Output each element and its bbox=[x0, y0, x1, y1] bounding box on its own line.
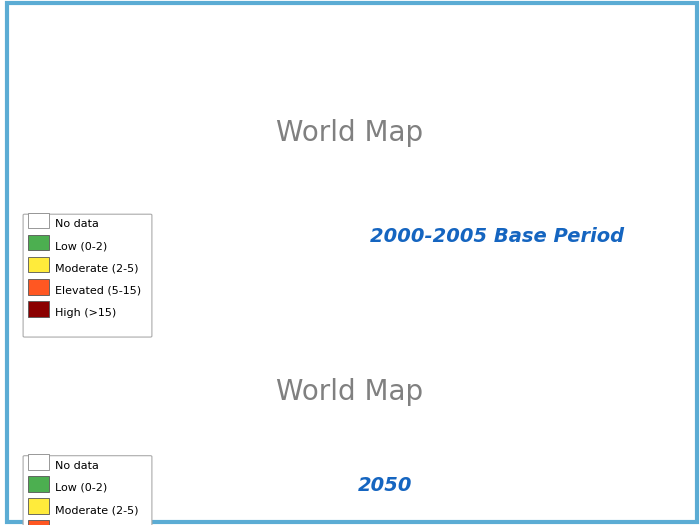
Text: 2000-2005 Base Period: 2000-2005 Base Period bbox=[370, 226, 624, 246]
Text: World Map: World Map bbox=[276, 379, 424, 406]
Text: No data: No data bbox=[55, 219, 99, 229]
Text: Moderate (2-5): Moderate (2-5) bbox=[55, 264, 138, 274]
Text: 2050: 2050 bbox=[358, 476, 412, 495]
Text: High (>15): High (>15) bbox=[55, 308, 116, 318]
Text: Elevated (5-15): Elevated (5-15) bbox=[55, 286, 141, 296]
Text: World Map: World Map bbox=[276, 119, 424, 146]
Text: No data: No data bbox=[55, 461, 99, 471]
Text: Low (0-2): Low (0-2) bbox=[55, 242, 107, 251]
Text: Low (0-2): Low (0-2) bbox=[55, 483, 107, 493]
Text: Moderate (2-5): Moderate (2-5) bbox=[55, 505, 138, 515]
